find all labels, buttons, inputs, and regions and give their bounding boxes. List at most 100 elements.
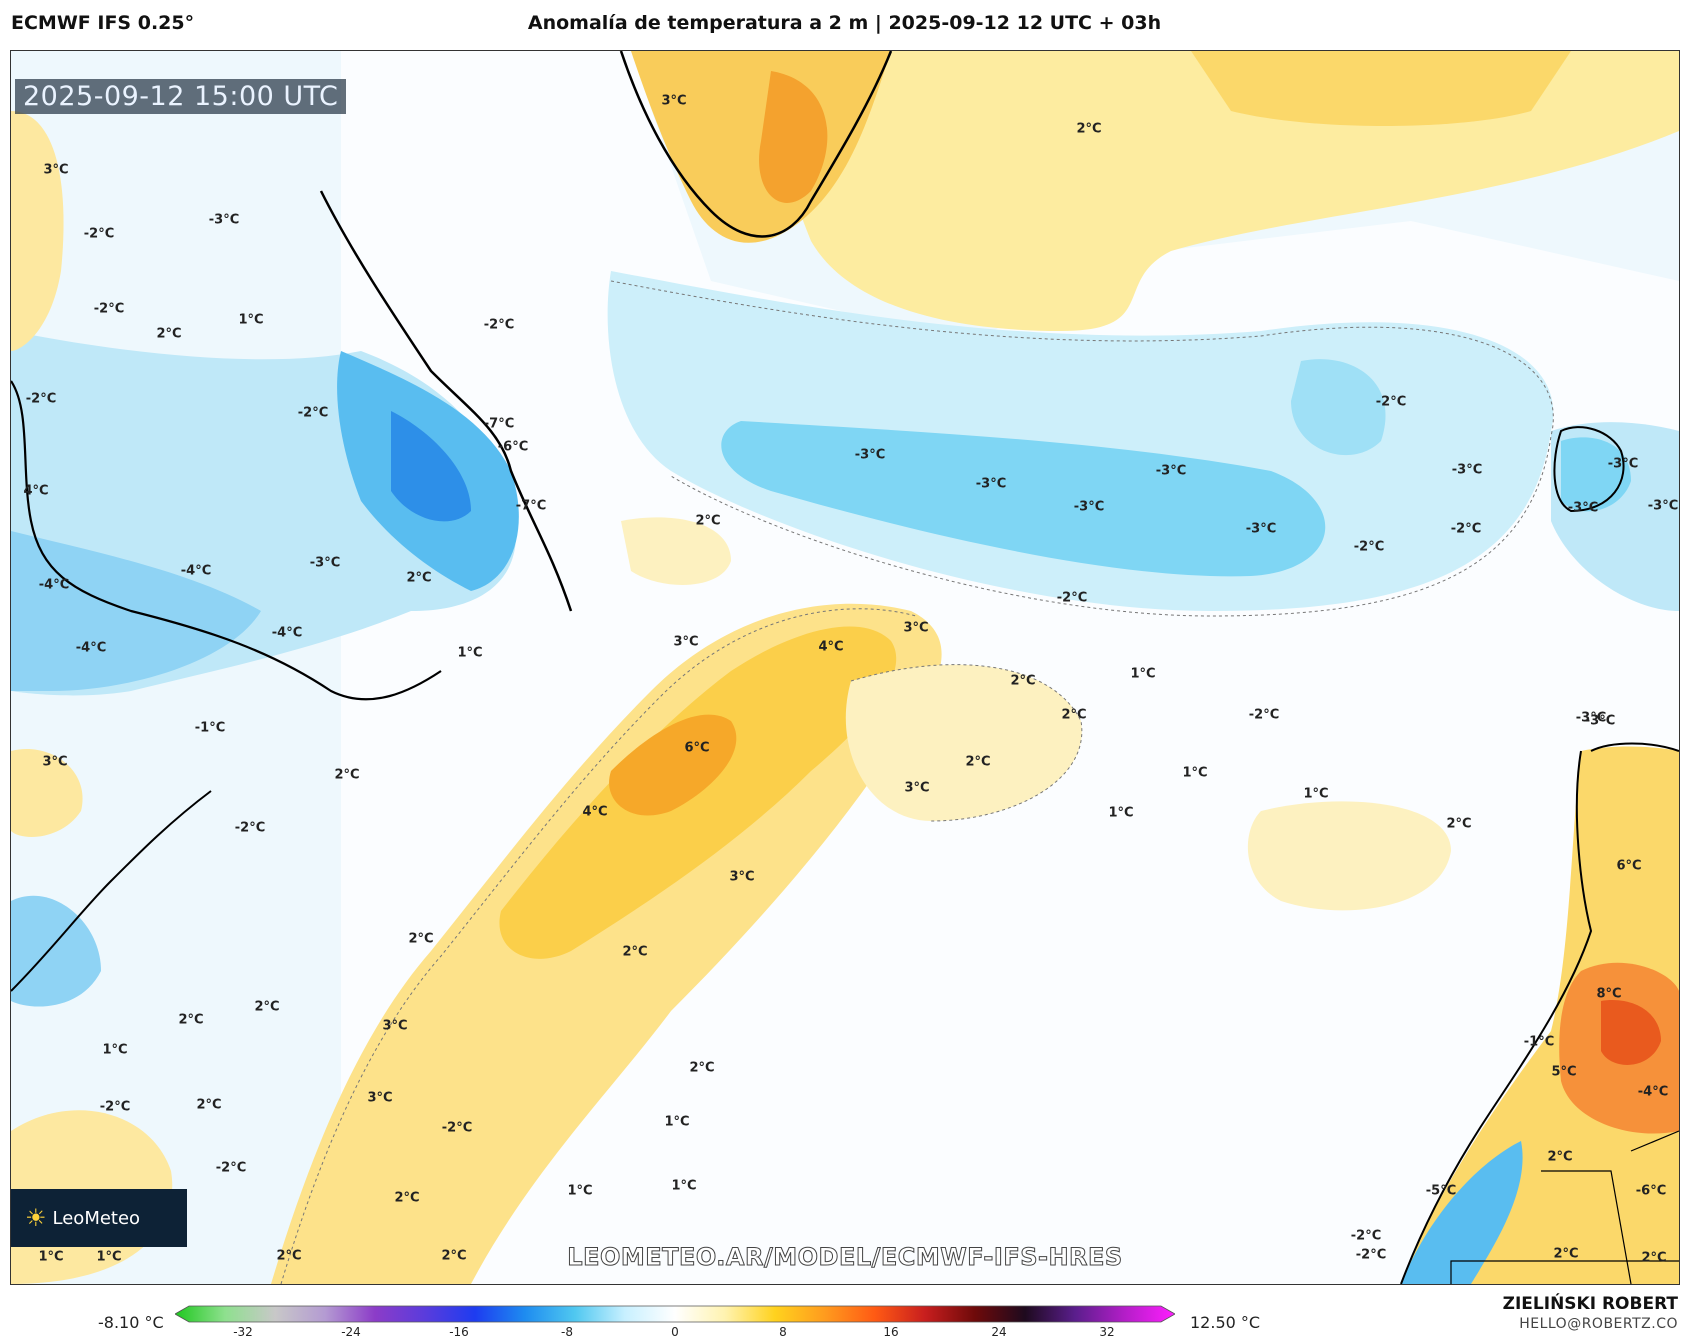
contour-label: 4°C (23, 483, 49, 499)
map-fields (11, 51, 1679, 1284)
contour-label: -3°C (309, 555, 341, 571)
contour-label: 2°C (1010, 673, 1036, 689)
contour-label: 2°C (1446, 816, 1472, 832)
contour-label: 1°C (38, 1249, 64, 1265)
logo-text: LeoMeteo (52, 1207, 141, 1229)
contour-label: -4°C (180, 563, 212, 579)
colorbar-gradient (175, 1305, 1175, 1323)
contour-label: 2°C (276, 1248, 302, 1264)
contour-label: 2°C (408, 931, 434, 947)
contour-label: -2°C (83, 226, 115, 242)
contour-label: -6°C (1635, 1183, 1667, 1199)
contour-label: 2°C (178, 1012, 204, 1028)
contour-label: 1°C (1182, 765, 1208, 781)
contour-label: -4°C (75, 640, 107, 656)
contour-label: -2°C (1353, 539, 1385, 555)
contour-label: -3°C (1607, 456, 1639, 472)
contour-label: 6°C (684, 740, 710, 756)
contour-label: -2°C (1450, 521, 1482, 537)
contour-label: 2°C (1061, 707, 1087, 723)
contour-label: -4°C (271, 625, 303, 641)
contour-label: -3°C (208, 212, 240, 228)
contour-label: -1°C (1523, 1034, 1555, 1050)
contour-label: 3°C (43, 162, 69, 178)
contour-label: -3°C (1584, 713, 1616, 729)
contour-label: 2°C (695, 513, 721, 529)
contour-label: 3°C (904, 780, 930, 796)
contour-label: 1°C (567, 1183, 593, 1199)
contour-label: -4°C (38, 577, 70, 593)
contour-label: -1°C (194, 720, 226, 736)
contour-label: -5°C (1425, 1183, 1457, 1199)
contour-label: 1°C (96, 1249, 122, 1265)
colorbar-min-label: -8.10 °C (98, 1313, 164, 1332)
contour-label: -2°C (1375, 394, 1407, 410)
contour-label: 3°C (661, 93, 687, 109)
contour-label: 2°C (334, 767, 360, 783)
contour-label: 2°C (196, 1097, 222, 1113)
contour-label: -2°C (93, 301, 125, 317)
contour-label: -3°C (1647, 498, 1679, 514)
colorbar (175, 1305, 1175, 1323)
contour-label: -2°C (215, 1160, 247, 1176)
contour-label: -2°C (99, 1099, 131, 1115)
contour-label: -2°C (297, 405, 329, 421)
contour-label: -2°C (1355, 1247, 1387, 1263)
contour-label: -3°C (1575, 710, 1607, 726)
contour-label: 2°C (1076, 121, 1102, 137)
colorbar-tick-label: 16 (883, 1325, 899, 1339)
contour-label: -3°C (1567, 500, 1599, 516)
contour-label: 1°C (671, 1178, 697, 1194)
contour-label: -7°C (483, 416, 515, 432)
contour-label: -2°C (1350, 1228, 1382, 1244)
colorbar-tick-label: 8 (779, 1325, 787, 1339)
contour-label: 3°C (42, 754, 68, 770)
contour-label: 2°C (441, 1248, 467, 1264)
contour-label: 1°C (457, 645, 483, 661)
contour-label: 2°C (254, 999, 280, 1015)
contour-label: 1°C (102, 1042, 128, 1058)
sun-icon: ☀ (25, 1204, 47, 1232)
model-name: ECMWF IFS 0.25° (11, 12, 195, 34)
contour-label: 5°C (1551, 1064, 1577, 1080)
contour-label: -3°C (1245, 521, 1277, 537)
contour-label: -3°C (1073, 499, 1105, 515)
anomaly-map[interactable]: 2025-09-12 15:00 UTC -2°C -7°C 3°C 2°C 3°C -3… (10, 50, 1680, 1285)
contour-label: 8°C (1596, 986, 1622, 1002)
leometeo-logo[interactable]: ☀ LeoMeteo (11, 1189, 187, 1247)
contour-label: 2°C (1641, 1250, 1667, 1266)
colorbar-tick-label: 32 (1099, 1325, 1115, 1339)
contour-label: -2°C (1248, 707, 1280, 723)
contour-label: -7°C (515, 498, 547, 514)
author-name: ZIELIŃSKI ROBERT (1502, 1294, 1678, 1314)
contour-label: 2°C (406, 570, 432, 586)
contour-label: 1°C (238, 312, 264, 328)
contour-label: 1°C (664, 1114, 690, 1130)
contour-label: -3°C (1451, 462, 1483, 478)
contour-label: -2°C (25, 391, 57, 407)
colorbar-tick-label: -24 (341, 1325, 361, 1339)
contour-label: 2°C (689, 1060, 715, 1076)
author-email[interactable]: HELLO@ROBERTZ.CO (1519, 1316, 1678, 1332)
colorbar-tick-label: 0 (671, 1325, 679, 1339)
contour-label: 3°C (673, 634, 699, 650)
contour-label: 4°C (582, 804, 608, 820)
colorbar-tick-label: 24 (991, 1325, 1007, 1339)
contour-label: 2°C (622, 944, 648, 960)
colorbar-tick-label: -16 (449, 1325, 469, 1339)
contour-label: 6°C (1616, 858, 1642, 874)
contour-label: 2°C (1547, 1149, 1573, 1165)
contour-label: -3°C (854, 447, 886, 463)
contour-label: 3°C (382, 1018, 408, 1034)
contour-label: -6°C (497, 439, 529, 455)
contour-label: -2°C (234, 820, 266, 836)
contour-label: -2°C (1056, 590, 1088, 606)
contour-label: -3°C (975, 476, 1007, 492)
contour-label: -3°C (1155, 463, 1187, 479)
contour-label: -2°C (483, 317, 515, 333)
contour-label: 1°C (1303, 786, 1329, 802)
contour-label: -4°C (1637, 1084, 1669, 1100)
chart-title: Anomalía de temperatura a 2 m | 2025-09-… (527, 12, 1162, 34)
contour-label: -2°C (441, 1120, 473, 1136)
contour-label: 1°C (1130, 666, 1156, 682)
